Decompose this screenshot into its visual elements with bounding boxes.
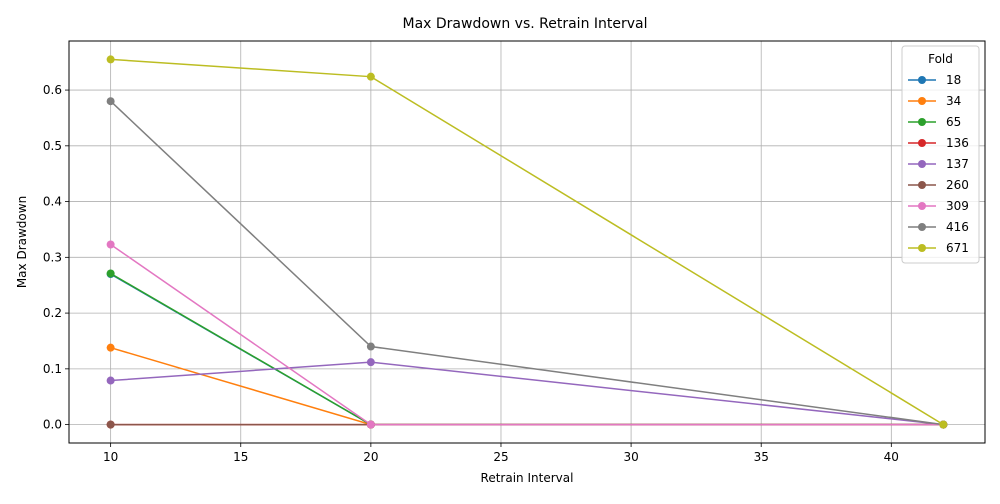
y-tick-label: 0.1 [43,362,62,376]
x-tick-label: 30 [623,450,638,464]
data-point-137 [106,376,115,385]
legend-label: 309 [946,199,969,213]
chart-title: Max Drawdown vs. Retrain Interval [402,16,647,32]
legend-entry-671: 671 [908,241,969,255]
data-point-416 [106,97,115,106]
legend-entry-18: 18 [908,73,961,87]
data-point-309 [366,420,375,429]
series-line-137 [110,361,944,426]
legend-label: 34 [946,94,961,108]
x-tick-label: 15 [233,450,248,464]
data-point-671 [106,55,115,64]
legend-swatch-marker [918,118,926,126]
x-tick-label: 20 [363,450,378,464]
legend-swatch-marker [918,76,926,84]
legend-swatch-marker [918,202,926,210]
legend-swatch-marker [918,97,926,105]
plot-area-frame [68,40,986,444]
legend-swatch-marker [918,244,926,252]
grid [69,41,985,443]
legend: Fold 18 34 65 136 137 260 309 416 671 [901,45,980,264]
series-group [106,55,948,429]
legend-label: 136 [946,136,969,150]
legend-label: 137 [946,157,969,171]
data-point-260 [106,420,115,429]
legend-label: 416 [946,220,969,234]
y-tick-label: 0.0 [43,418,62,432]
data-point-65 [106,269,115,278]
series-65 [106,269,948,429]
legend-entry-309: 309 [908,199,969,213]
series-line-34 [110,346,944,426]
data-point-137 [366,358,375,367]
legend-swatch-marker [918,181,926,189]
y-tick-label: 0.6 [43,83,62,97]
data-point-34 [106,343,115,352]
y-tick-label: 0.4 [43,195,62,209]
legend-label: 260 [946,178,969,192]
legend-swatch-marker [918,223,926,231]
y-tick-label: 0.5 [43,139,62,153]
series-18 [106,270,948,429]
series-34 [106,343,948,429]
series-line-416 [110,100,944,426]
series-line-671 [110,58,944,426]
series-671 [106,55,948,429]
series-309 [106,240,948,429]
legend-swatch-marker [918,139,926,147]
legend-label: 18 [946,73,961,87]
x-axis-label: Retrain Interval [481,471,574,485]
x-tick-label: 40 [884,450,899,464]
x-tick-label: 35 [754,450,769,464]
data-point-309 [106,240,115,249]
legend-entry-65: 65 [908,115,961,129]
x-tick-label: 10 [103,450,118,464]
legend-label: 671 [946,241,969,255]
legend-entry-416: 416 [908,220,969,234]
y-tick-label: 0.2 [43,306,62,320]
legend-swatch-marker [918,160,926,168]
y-axis-label: Max Drawdown [15,196,29,288]
x-tick-label: 25 [493,450,508,464]
legend-entry-34: 34 [908,94,961,108]
axes: 10 15 20 25 30 35 40 0.0 0.1 0.2 0.3 0.4 0.5 0.6 [43,83,899,464]
legend-entry-260: 260 [908,178,969,192]
y-tick-label: 0.3 [43,250,62,264]
legend-entry-136: 136 [908,136,969,150]
legend-entry-137: 137 [908,157,969,171]
legend-label: 65 [946,115,961,129]
data-point-671 [939,420,948,429]
data-point-671 [366,72,375,81]
data-point-416 [366,342,375,351]
legend-title: Fold [928,52,953,66]
series-line-309 [110,243,944,426]
